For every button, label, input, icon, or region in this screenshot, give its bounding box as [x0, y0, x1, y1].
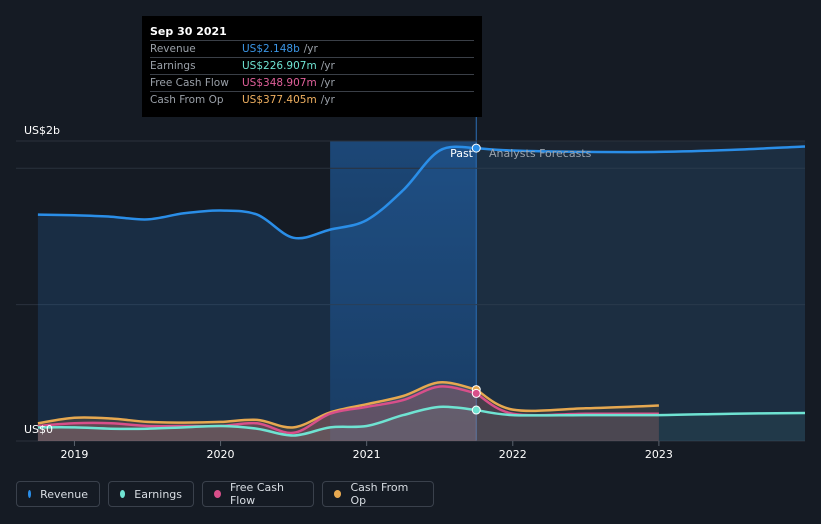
tooltip-row-earnings: Earnings US$226.907m /yr — [150, 57, 474, 74]
tooltip-label: Cash From Op — [150, 94, 224, 106]
x-tick-label: 2020 — [207, 448, 235, 461]
past-label: Past — [450, 147, 474, 160]
legend-dot-icon — [334, 490, 342, 498]
legend-label: Revenue — [40, 487, 88, 501]
x-tick-label: 2021 — [353, 448, 381, 461]
x-tick-label: 2019 — [60, 448, 88, 461]
earnings-past-line — [37, 405, 477, 437]
tooltip-row-revenue: Revenue US$2.148b /yr — [150, 40, 474, 57]
cash-from-op-past-line — [37, 381, 477, 429]
tooltip-row-free-cash-flow: Free Cash Flow US$348.907m /yr — [150, 74, 474, 91]
tooltip-value: US$226.907m — [242, 60, 317, 72]
legend-dot-icon — [120, 490, 126, 498]
earnings-forecast-area — [476, 410, 805, 441]
tooltip-unit: /yr — [320, 77, 335, 89]
tooltip-unit: /yr — [320, 94, 335, 106]
tooltip-unit: /yr — [320, 60, 335, 72]
legend-label: Free Cash Flow — [229, 481, 284, 507]
free-cash-flow-point — [471, 388, 481, 398]
legend-dot-icon — [28, 490, 32, 498]
tooltip-date: Sep 30 2021 — [150, 25, 227, 38]
revenue-point — [471, 143, 481, 153]
earnings-past-area — [37, 406, 477, 441]
legend: Revenue Earnings Free Cash Flow Cash Fro… — [16, 481, 434, 507]
legend-label: Earnings — [134, 487, 182, 501]
forecast-region — [476, 141, 805, 441]
tooltip: Sep 30 2021 Revenue US$2.148b /yr Earnin… — [142, 16, 482, 117]
legend-label: Cash From Op — [350, 481, 409, 507]
revenue-forecast-area — [476, 146, 805, 441]
tooltip-row-cash-from-op: Cash From Op US$377.405m /yr — [150, 91, 474, 108]
legend-item-free-cash-flow[interactable]: Free Cash Flow — [202, 481, 314, 507]
legend-item-earnings[interactable]: Earnings — [108, 481, 194, 507]
tooltip-label: Free Cash Flow — [150, 77, 229, 89]
y-top-label: US$2b — [24, 124, 60, 137]
legend-item-revenue[interactable]: Revenue — [16, 481, 100, 507]
tooltip-value: US$348.907m — [242, 77, 317, 89]
y-bottom-label: US$0 — [24, 423, 53, 436]
earnings-point — [471, 405, 481, 415]
tooltip-label: Earnings — [150, 60, 196, 72]
tooltip-unit: /yr — [303, 43, 318, 55]
tooltip-label: Revenue — [150, 43, 196, 55]
free-cash-flow-forecast-area — [476, 393, 659, 441]
legend-dot-icon — [214, 490, 221, 498]
legend-item-cash-from-op[interactable]: Cash From Op — [322, 481, 434, 507]
free-cash-flow-past-area — [37, 386, 477, 441]
forecast-label: Analysts Forecasts — [489, 147, 592, 160]
tooltip-value: US$377.405m — [242, 94, 317, 106]
x-tick-label: 2022 — [499, 448, 527, 461]
revenue-past-line — [37, 145, 477, 240]
earnings-forecast-line — [476, 408, 806, 417]
revenue-forecast-line — [476, 145, 806, 154]
cash-from-op-forecast-line — [475, 388, 659, 413]
tooltip-value: US$2.148b — [242, 43, 300, 55]
free-cash-flow-past-line — [37, 385, 477, 435]
x-tick-label: 2023 — [645, 448, 673, 461]
